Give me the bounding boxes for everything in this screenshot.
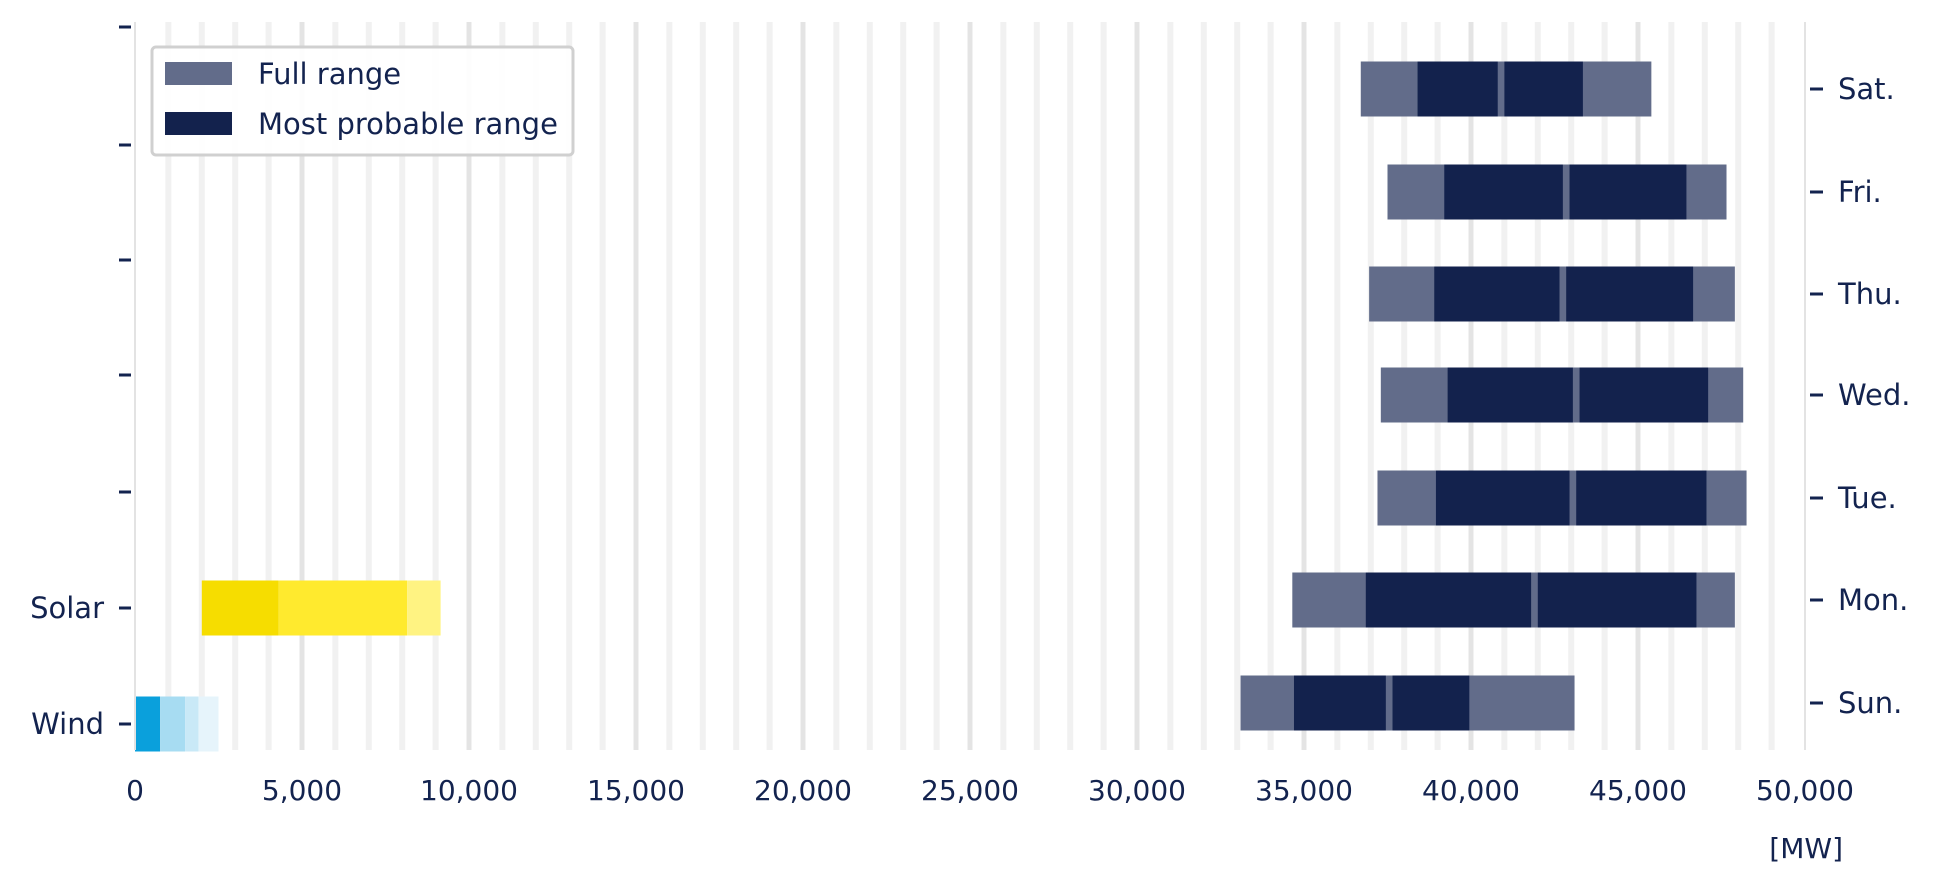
bar-probable-morning-tue bbox=[1435, 470, 1570, 526]
bar-probable-evening-wed bbox=[1579, 367, 1709, 423]
bar-wind-segment-2 bbox=[185, 696, 199, 752]
legend-swatch-full-range bbox=[165, 62, 232, 85]
day-label-sat: Sat. bbox=[1838, 72, 1895, 106]
unit-label: [MW] bbox=[1769, 832, 1843, 865]
legend-swatch-most-probable-range bbox=[165, 112, 232, 135]
bar-solar-segment-0 bbox=[201, 580, 279, 636]
x-tick-label-30000: 30,000 bbox=[1088, 774, 1186, 807]
bar-solar-segment-1 bbox=[278, 580, 408, 636]
x-tick-label-15000: 15,000 bbox=[587, 774, 685, 807]
bar-probable-evening-thu bbox=[1566, 266, 1694, 322]
x-tick-label-10000: 10,000 bbox=[420, 774, 518, 807]
legend: Full range Most probable range bbox=[150, 45, 575, 157]
bar-probable-evening-sun bbox=[1392, 675, 1470, 731]
legend-label-most-probable-range: Most probable range bbox=[258, 107, 558, 141]
bar-probable-morning-mon bbox=[1365, 572, 1532, 628]
legend-box bbox=[150, 45, 575, 157]
bar-probable-evening-sat bbox=[1504, 61, 1583, 117]
day-label-wed: Wed. bbox=[1838, 378, 1910, 412]
bar-solar-segment-2 bbox=[407, 580, 441, 636]
bar-layer bbox=[135, 61, 1747, 752]
bar-probable-morning-thu bbox=[1434, 266, 1560, 322]
legend-label-full-range: Full range bbox=[258, 57, 401, 91]
label-layer: [MW] 0 5,000 10,000 15,000 20,000 25,000 30,00… bbox=[30, 72, 1910, 865]
bar-probable-morning-sat bbox=[1417, 61, 1498, 117]
bar-probable-morning-fri bbox=[1444, 164, 1563, 220]
x-tick-label-35000: 35,000 bbox=[1255, 774, 1353, 807]
bar-probable-morning-wed bbox=[1447, 367, 1573, 423]
axis-layer bbox=[119, 22, 1823, 750]
x-tick-label-25000: 25,000 bbox=[921, 774, 1019, 807]
day-label-mon: Mon. bbox=[1838, 583, 1908, 617]
category-label-wind: Wind bbox=[31, 707, 104, 741]
day-label-tue: Tue. bbox=[1837, 481, 1897, 515]
day-label-fri: Fri. bbox=[1838, 175, 1882, 209]
day-label-thu: Thu. bbox=[1837, 277, 1902, 311]
bar-probable-evening-tue bbox=[1576, 470, 1707, 526]
category-label-solar: Solar bbox=[30, 591, 104, 625]
x-tick-label-50000: 50,000 bbox=[1756, 774, 1854, 807]
x-tick-label-5000: 5,000 bbox=[262, 774, 342, 807]
bar-wind-segment-1 bbox=[160, 696, 186, 752]
x-tick-label-20000: 20,000 bbox=[754, 774, 852, 807]
bar-probable-evening-mon bbox=[1537, 572, 1697, 628]
x-tick-label-45000: 45,000 bbox=[1589, 774, 1687, 807]
bar-wind-segment-0 bbox=[135, 696, 161, 752]
day-label-sun: Sun. bbox=[1838, 686, 1902, 720]
bar-probable-morning-sun bbox=[1293, 675, 1386, 731]
bar-wind-segment-3 bbox=[198, 696, 219, 752]
x-tick-label-0: 0 bbox=[126, 774, 144, 807]
x-tick-label-40000: 40,000 bbox=[1422, 774, 1520, 807]
bar-probable-evening-fri bbox=[1569, 164, 1687, 220]
